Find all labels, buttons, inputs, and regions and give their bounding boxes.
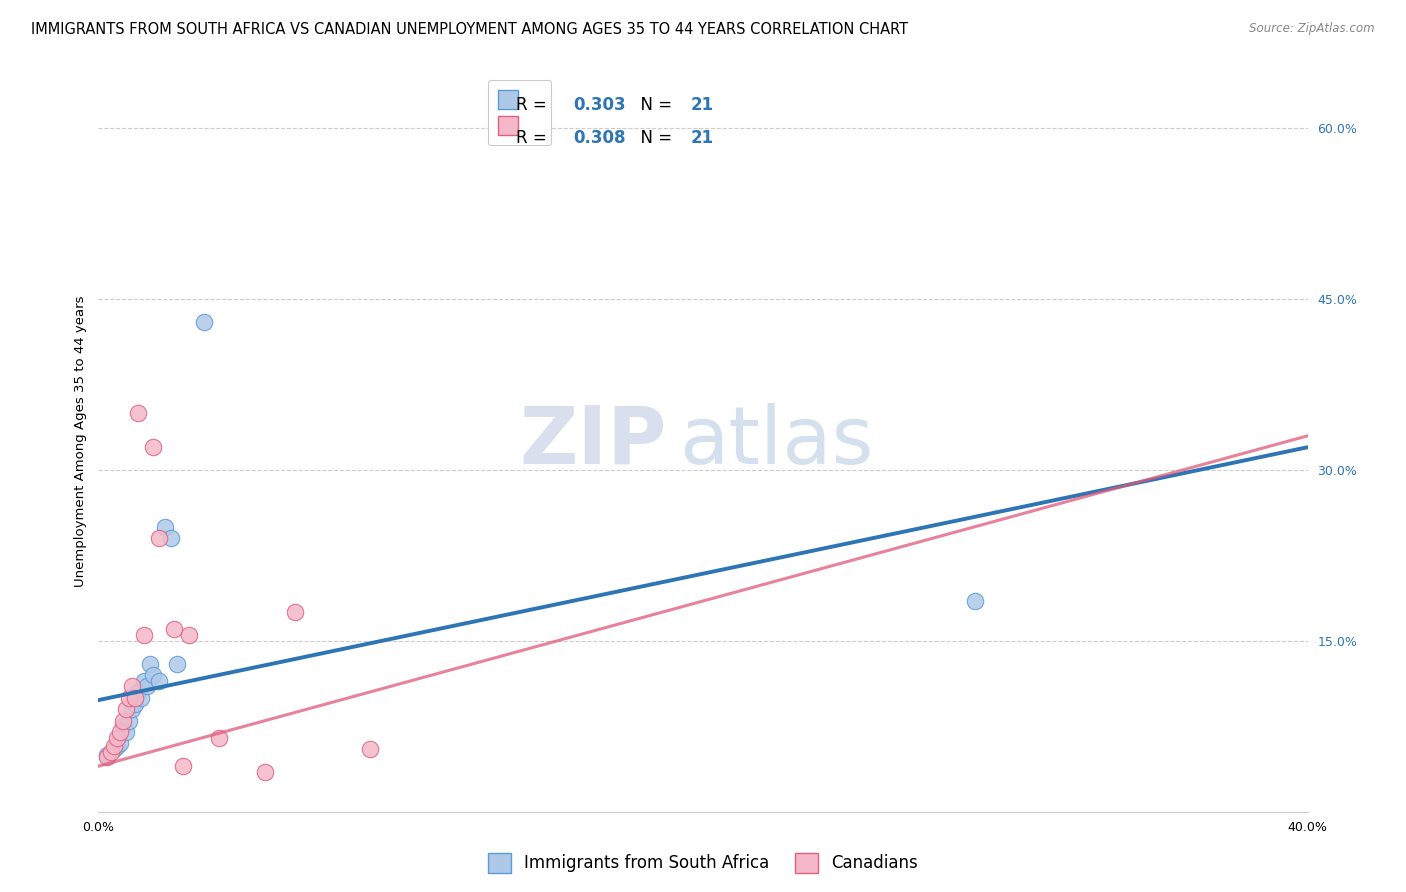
Point xyxy=(124,697,146,711)
Point xyxy=(172,759,194,773)
Point xyxy=(96,750,118,764)
Legend: Immigrants from South Africa, Canadians: Immigrants from South Africa, Canadians xyxy=(481,847,925,880)
Point xyxy=(284,606,307,620)
Text: 0.308: 0.308 xyxy=(574,129,626,147)
Point xyxy=(121,680,143,694)
Point xyxy=(114,725,136,739)
Text: ZIP: ZIP xyxy=(519,402,666,481)
Point xyxy=(179,628,201,642)
Text: N =: N = xyxy=(630,129,678,147)
Point xyxy=(103,742,125,756)
Point xyxy=(111,714,134,728)
Text: 21: 21 xyxy=(690,95,714,113)
Point xyxy=(148,532,170,546)
Point xyxy=(148,673,170,688)
Point xyxy=(114,702,136,716)
Point xyxy=(127,685,149,699)
Point xyxy=(139,657,162,671)
Point xyxy=(153,520,176,534)
Point xyxy=(163,623,186,637)
Point xyxy=(142,668,165,682)
Point xyxy=(135,680,157,694)
Text: IMMIGRANTS FROM SOUTH AFRICA VS CANADIAN UNEMPLOYMENT AMONG AGES 35 TO 44 YEARS : IMMIGRANTS FROM SOUTH AFRICA VS CANADIAN… xyxy=(31,22,908,37)
Point xyxy=(105,731,128,745)
Point xyxy=(108,725,131,739)
Y-axis label: Unemployment Among Ages 35 to 44 years: Unemployment Among Ages 35 to 44 years xyxy=(75,296,87,587)
Point xyxy=(965,594,987,608)
Point xyxy=(111,719,134,733)
Point xyxy=(253,764,276,779)
Text: 0.303: 0.303 xyxy=(574,95,626,113)
Point xyxy=(360,742,382,756)
Legend:   ,   : , xyxy=(488,79,551,145)
Text: N =: N = xyxy=(630,95,678,113)
Point xyxy=(118,714,141,728)
Point xyxy=(166,657,188,671)
Point xyxy=(132,673,155,688)
Text: Source: ZipAtlas.com: Source: ZipAtlas.com xyxy=(1250,22,1375,36)
Text: R =: R = xyxy=(516,95,551,113)
Text: 21: 21 xyxy=(690,129,714,147)
Point xyxy=(142,440,165,454)
Point xyxy=(124,690,146,705)
Point xyxy=(127,406,149,420)
Point xyxy=(96,747,118,762)
Point xyxy=(118,690,141,705)
Text: R =: R = xyxy=(516,129,551,147)
Text: atlas: atlas xyxy=(679,402,873,481)
Point xyxy=(121,702,143,716)
Point xyxy=(105,739,128,753)
Point xyxy=(193,315,215,329)
Point xyxy=(160,532,183,546)
Point xyxy=(208,731,231,745)
Point xyxy=(103,739,125,753)
Point xyxy=(129,690,152,705)
Point xyxy=(100,746,122,760)
Point xyxy=(108,736,131,750)
Point xyxy=(132,628,155,642)
